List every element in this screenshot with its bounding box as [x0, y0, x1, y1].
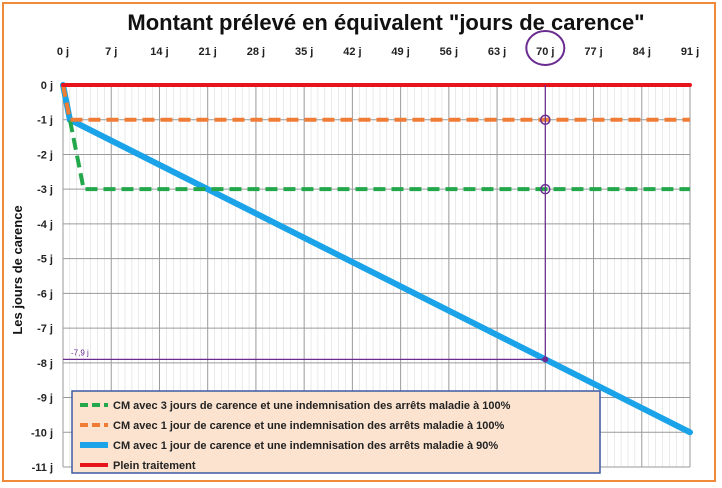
legend: CM avec 3 jours de carence et une indemn… — [71, 390, 601, 474]
y-tick-label: -11 j — [32, 462, 53, 474]
legend-label: CM avec 3 jours de carence et une indemn… — [113, 400, 511, 412]
x-tick-label: 91 j — [681, 46, 699, 58]
x-tick-label: 21 j — [199, 46, 217, 58]
annotation-label: -7,9 j — [71, 348, 89, 357]
legend-label: CM avec 1 jour de carence et une indemni… — [113, 420, 504, 432]
y-tick-label: 0 j — [41, 80, 53, 92]
x-tick-label: 7 j — [105, 46, 117, 58]
x-tick-label: 63 j — [488, 46, 506, 58]
x-tick-label: 35 j — [295, 46, 313, 58]
series-line — [61, 84, 690, 122]
series-line — [61, 84, 690, 192]
x-tick-label: 84 j — [633, 46, 651, 58]
y-tick-label: -8 j — [37, 358, 53, 370]
y-axis-label: Les jours de carence — [10, 205, 25, 334]
highlight-marker — [542, 356, 549, 363]
x-tick-label: 28 j — [247, 46, 265, 58]
y-tick-label: -4 j — [37, 219, 53, 231]
x-tick-label: 42 j — [343, 46, 361, 58]
annotations: -7,9 j — [63, 30, 566, 363]
highlight-tick-circle — [525, 30, 566, 66]
x-tick-label: 56 j — [440, 46, 458, 58]
y-tick-label: -5 j — [37, 254, 53, 266]
x-tick-label: 14 j — [150, 46, 168, 58]
legend-box — [71, 390, 601, 474]
x-tick-label: 70 j — [536, 46, 554, 58]
y-tick-label: -6 j — [37, 288, 53, 300]
x-tick-label: 49 j — [391, 46, 409, 58]
y-axis-ticks: 0 j -1 j -2 j -3 j -4 j -5 j -6 j -7 j -8 j -9 j -… — [31, 80, 53, 474]
legend-label: CM avec 1 jour de carence et une indemni… — [113, 440, 498, 452]
y-tick-label: -7 j — [37, 323, 53, 335]
legend-label: Plein traitement — [113, 460, 196, 472]
chart-title: Montant prélevé en équivalent "jours de … — [127, 10, 644, 35]
y-tick-label: -9 j — [37, 393, 53, 405]
x-tick-label: 77 j — [584, 46, 602, 58]
y-tick-label: -10 j — [31, 427, 53, 439]
highlight-marker — [540, 183, 551, 195]
y-tick-label: -1 j — [37, 115, 53, 127]
highlight-marker — [540, 114, 551, 125]
series-group — [60, 82, 693, 436]
x-tick-label: 0 j — [57, 46, 69, 58]
y-tick-label: -3 j — [37, 184, 53, 196]
y-tick-label: -2 j — [37, 149, 53, 161]
x-axis-ticks: 0 j 7 j 14 j 21 j 28 j 35 j 42 j 49 j 56 j 63 j 70… — [57, 46, 699, 58]
